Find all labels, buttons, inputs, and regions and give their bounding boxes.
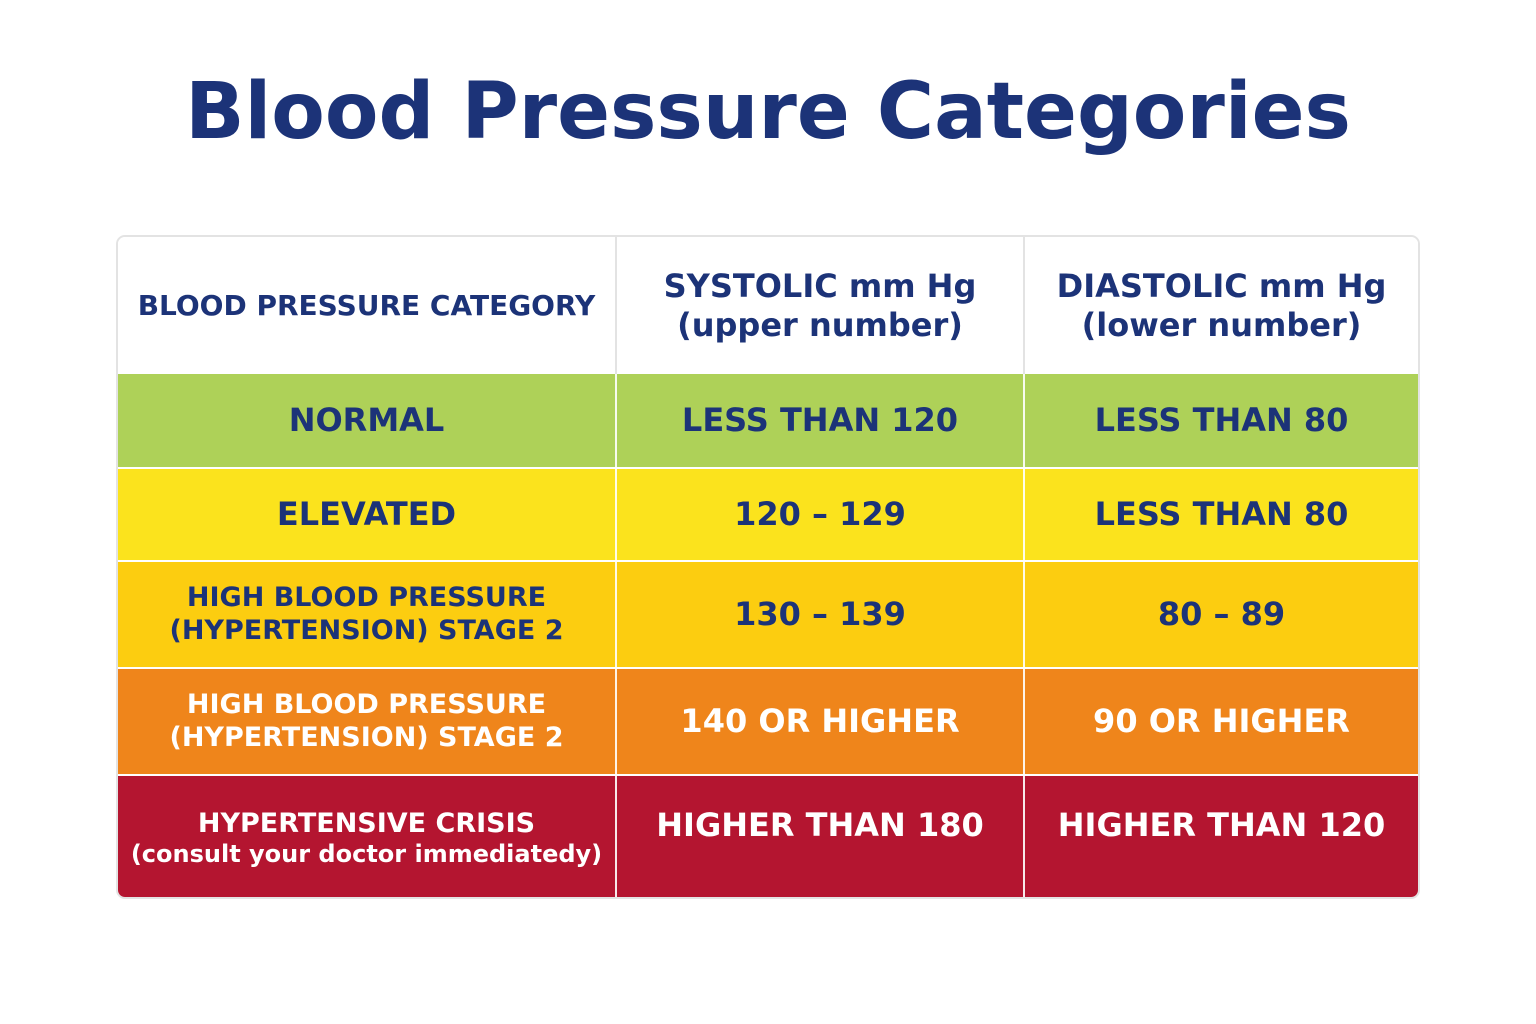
row-category: ELEVATED <box>118 469 615 560</box>
row-diastolic: HIGHER THAN 120 <box>1023 776 1418 897</box>
diastolic-value: 90 OR HIGHER <box>1093 702 1350 741</box>
header-systolic-label: SYSTOLIC mm Hg <box>663 267 977 306</box>
systolic-value: LESS THAN 120 <box>681 401 959 440</box>
table-row-normal: NORMAL LESS THAN 120 LESS THAN 80 <box>118 374 1418 467</box>
header-diastolic: DIASTOLIC mm Hg (lower number) <box>1023 237 1418 374</box>
table-row-elevated: ELEVATED 120 – 129 LESS THAN 80 <box>118 469 1418 560</box>
row-diastolic: 90 OR HIGHER <box>1023 669 1418 774</box>
row-divider <box>118 667 1418 669</box>
category-sublabel: (consult your doctor immediatedy) <box>130 840 603 869</box>
category-sublabel: (HYPERTENSION) STAGE 2 <box>169 721 564 753</box>
category-label: NORMAL <box>288 401 445 440</box>
row-diastolic: LESS THAN 80 <box>1023 469 1418 560</box>
row-category: HIGH BLOOD PRESSURE (HYPERTENSION) STAGE… <box>118 669 615 774</box>
category-label: HYPERTENSIVE CRISIS <box>197 807 536 839</box>
page-title: Blood Pressure Categories <box>185 67 1351 157</box>
row-systolic: HIGHER THAN 180 <box>615 776 1023 897</box>
row-systolic: LESS THAN 120 <box>615 374 1023 467</box>
systolic-value: 140 OR HIGHER <box>680 702 960 741</box>
systolic-value: HIGHER THAN 180 <box>656 806 984 844</box>
category-sublabel: (HYPERTENSION) STAGE 2 <box>169 614 564 646</box>
row-divider <box>118 774 1418 776</box>
row-diastolic: LESS THAN 80 <box>1023 374 1418 467</box>
header-category-label: BLOOD PRESSURE CATEGORY <box>137 288 596 322</box>
table-row-crisis: HYPERTENSIVE CRISIS (consult your doctor… <box>118 776 1418 897</box>
row-category: HIGH BLOOD PRESSURE (HYPERTENSION) STAGE… <box>118 562 615 667</box>
diastolic-value: LESS THAN 80 <box>1094 401 1349 440</box>
diastolic-value: 80 – 89 <box>1157 595 1286 634</box>
table-row-hypertension-a: HIGH BLOOD PRESSURE (HYPERTENSION) STAGE… <box>118 562 1418 667</box>
row-category: NORMAL <box>118 374 615 467</box>
category-label: HIGH BLOOD PRESSURE <box>186 582 547 614</box>
diastolic-value: HIGHER THAN 120 <box>1057 806 1386 844</box>
systolic-value: 130 – 139 <box>734 595 906 634</box>
category-label: ELEVATED <box>276 495 457 534</box>
row-systolic: 120 – 129 <box>615 469 1023 560</box>
diastolic-value: LESS THAN 80 <box>1094 495 1349 534</box>
table-header-row: BLOOD PRESSURE CATEGORY SYSTOLIC mm Hg (… <box>118 237 1418 374</box>
row-diastolic: 80 – 89 <box>1023 562 1418 667</box>
row-category: HYPERTENSIVE CRISIS (consult your doctor… <box>118 776 615 897</box>
blood-pressure-table: BLOOD PRESSURE CATEGORY SYSTOLIC mm Hg (… <box>116 235 1420 899</box>
header-diastolic-label: DIASTOLIC mm Hg <box>1056 267 1387 306</box>
header-systolic-sublabel: (upper number) <box>677 305 963 344</box>
row-divider <box>118 560 1418 562</box>
row-systolic: 130 – 139 <box>615 562 1023 667</box>
table-row-hypertension-b: HIGH BLOOD PRESSURE (HYPERTENSION) STAGE… <box>118 669 1418 774</box>
header-diastolic-sublabel: (lower number) <box>1081 305 1362 344</box>
row-systolic: 140 OR HIGHER <box>615 669 1023 774</box>
header-category: BLOOD PRESSURE CATEGORY <box>118 237 615 374</box>
systolic-value: 120 – 129 <box>734 495 906 534</box>
row-divider <box>118 467 1418 469</box>
header-systolic: SYSTOLIC mm Hg (upper number) <box>615 237 1023 374</box>
category-label: HIGH BLOOD PRESSURE <box>186 689 547 721</box>
